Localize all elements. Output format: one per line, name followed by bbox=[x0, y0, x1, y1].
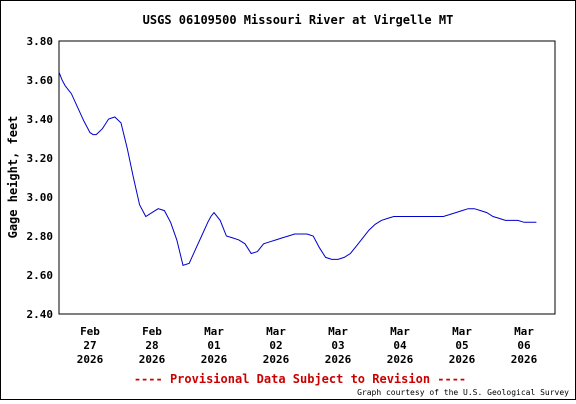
x-tick-label: Feb 28 2026 bbox=[139, 325, 166, 366]
plot-area bbox=[58, 40, 556, 315]
y-tick-label: 2.60 bbox=[27, 269, 54, 282]
gage-height-series bbox=[58, 72, 537, 266]
y-tick-label: 3.00 bbox=[27, 191, 54, 204]
chart-title: USGS 06109500 Missouri River at Virgelle… bbox=[143, 13, 454, 27]
y-tick-label: 3.60 bbox=[27, 74, 54, 87]
y-tick-label: 3.80 bbox=[27, 35, 54, 48]
x-tick-label: Mar 02 2026 bbox=[263, 325, 290, 366]
y-tick-label: 3.20 bbox=[27, 152, 54, 165]
x-tick-label: Feb 27 2026 bbox=[77, 325, 104, 366]
x-tick-label: Mar 05 2026 bbox=[449, 325, 476, 366]
y-tick-label: 2.40 bbox=[27, 308, 54, 321]
y-axis-label: Gage height, feet bbox=[6, 116, 20, 239]
x-tick-label: Mar 01 2026 bbox=[201, 325, 228, 366]
x-tick-label: Mar 03 2026 bbox=[325, 325, 352, 366]
graph-credit: Graph courtesy of the U.S. Geological Su… bbox=[357, 388, 569, 397]
y-tick-label: 2.80 bbox=[27, 230, 54, 243]
x-tick-label: Mar 04 2026 bbox=[387, 325, 414, 366]
provisional-notice: ---- Provisional Data Subject to Revisio… bbox=[134, 372, 466, 386]
y-tick-label: 3.40 bbox=[27, 113, 54, 126]
x-tick-label: Mar 06 2026 bbox=[511, 325, 538, 366]
